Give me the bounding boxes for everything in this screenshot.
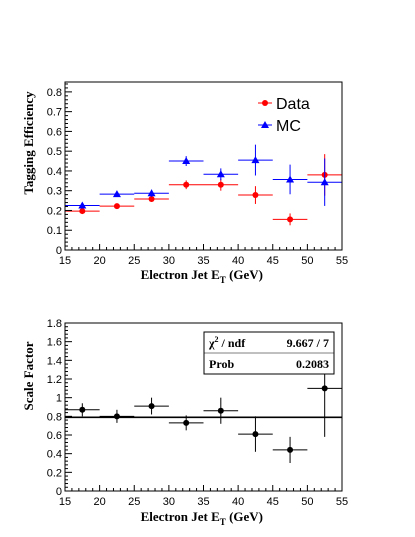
sf-ytick-label: 1.4 xyxy=(47,355,62,367)
sf-xtick-label: 35 xyxy=(197,496,209,508)
sf-series-point xyxy=(321,385,328,392)
legend: Data MC xyxy=(258,96,310,135)
eff-data-point xyxy=(79,208,86,215)
eff-xtick-label: 55 xyxy=(336,255,348,267)
eff-ytick-label: 0.8 xyxy=(47,87,62,99)
eff-xtick-label: 35 xyxy=(197,255,209,267)
sf-ytick-label: 0.2 xyxy=(47,467,62,479)
eff-mc-series xyxy=(65,144,342,209)
eff-ytick-label: 0.7 xyxy=(47,107,62,119)
eff-xtick-label: 20 xyxy=(94,255,106,267)
eff-xtick-label: 15 xyxy=(59,255,71,267)
sf-ytick-label: 0 xyxy=(56,486,62,498)
efficiency-xlabel: Electron Jet ET (GeV) xyxy=(141,267,263,285)
chi2-value: 9.667 / 7 xyxy=(287,336,329,350)
eff-data-point xyxy=(148,196,155,203)
sf-series-point xyxy=(217,407,224,414)
scale-factor-axes: 15 20 25 30 35 40 45 50 55 0 0.2 0.4 0.6 0.8 1 1.2 1.4 1.… xyxy=(47,318,348,508)
eff-mc-point xyxy=(112,190,121,198)
eff-ytick-label: 0 xyxy=(56,245,62,257)
sf-ytick-label: 1.8 xyxy=(47,318,62,330)
chi2-label: χ2 / ndf xyxy=(208,335,246,350)
eff-ytick-label: 0.6 xyxy=(47,126,62,138)
scale-factor-ylabel: Scale Factor xyxy=(21,341,36,410)
eff-data-series xyxy=(65,154,342,226)
fit-stats-box: χ2 / ndf 9.667 / 7 Prob 0.2083 xyxy=(203,331,335,375)
eff-data-point xyxy=(287,216,294,223)
efficiency-axes: 15 20 25 30 35 40 45 50 55 0 0.1 0.2 0.3 0.4 0.5 0.6 0.7… xyxy=(47,83,348,267)
sf-xtick-label: 30 xyxy=(163,496,175,508)
legend-entry-data: Data xyxy=(258,96,310,113)
eff-data-point xyxy=(217,181,224,188)
sf-series-point xyxy=(183,419,190,426)
eff-mc-point xyxy=(182,157,191,165)
sf-xtick-label: 20 xyxy=(94,496,106,508)
eff-xtick-label: 45 xyxy=(267,255,279,267)
sf-xtick-label: 40 xyxy=(232,496,244,508)
efficiency-ylabel: Tagging Efficiency xyxy=(21,91,36,195)
eff-data-point xyxy=(113,203,120,210)
legend-entry-mc: MC xyxy=(258,118,301,135)
eff-data-point xyxy=(183,181,190,188)
eff-xtick-label: 40 xyxy=(232,255,244,267)
scale-factor-plot-area xyxy=(65,339,342,463)
sf-ytick-label: 0.8 xyxy=(47,411,62,423)
sf-series-point xyxy=(148,403,155,410)
eff-xtick-label: 50 xyxy=(301,255,313,267)
efficiency-panel: 15 20 25 30 35 40 45 50 55 0 0.1 0.2 0.3 0.4 0.5 0.6 0.7… xyxy=(21,81,348,285)
scale-factor-xlabel: Electron Jet ET (GeV) xyxy=(141,509,263,527)
eff-mc-point xyxy=(320,178,329,186)
prob-value: 0.2083 xyxy=(296,357,329,371)
legend-data-marker xyxy=(262,100,268,106)
sf-series-point xyxy=(79,406,86,413)
eff-ytick-label: 0.4 xyxy=(47,166,62,178)
sf-xtick-label: 45 xyxy=(267,496,279,508)
eff-xtick-label: 30 xyxy=(163,255,175,267)
sf-ytick-label: 0.4 xyxy=(47,449,62,461)
eff-ytick-label: 0.5 xyxy=(47,146,62,158)
legend-data-label: Data xyxy=(276,96,310,113)
eff-mc-point xyxy=(216,170,225,178)
sf-ytick-label: 1 xyxy=(56,393,62,405)
eff-ytick-label: 0.3 xyxy=(47,186,62,198)
sf-xtick-label: 15 xyxy=(59,496,71,508)
eff-xtick-label: 25 xyxy=(128,255,140,267)
sf-ytick-label: 1.2 xyxy=(47,374,62,386)
eff-ytick-label: 0.2 xyxy=(47,205,62,217)
sf-series-point xyxy=(287,446,294,453)
sf-series-point xyxy=(252,431,259,438)
eff-ytick-label: 0.1 xyxy=(47,225,62,237)
efficiency-plot-area xyxy=(65,144,342,226)
legend-mc-label: MC xyxy=(276,118,301,135)
sf-series-point xyxy=(113,413,120,420)
sf-xtick-label: 50 xyxy=(301,496,313,508)
prob-label: Prob xyxy=(209,357,234,371)
sf-ytick-label: 0.6 xyxy=(47,430,62,442)
eff-mc-point xyxy=(78,201,87,209)
sf-xtick-label: 25 xyxy=(128,496,140,508)
scale-factor-panel: 15 20 25 30 35 40 45 50 55 0 0.2 0.4 0.6 0.8 1 1.2 1.4 1.… xyxy=(21,318,348,527)
sf-series-series xyxy=(65,339,342,463)
eff-mc-point xyxy=(147,189,156,197)
sf-xtick-label: 55 xyxy=(336,496,348,508)
sf-ytick-label: 1.6 xyxy=(47,337,62,349)
eff-mc-point xyxy=(251,156,260,164)
eff-data-point xyxy=(252,192,259,199)
eff-mc-point xyxy=(286,175,295,183)
legend-mc-marker xyxy=(261,121,269,128)
